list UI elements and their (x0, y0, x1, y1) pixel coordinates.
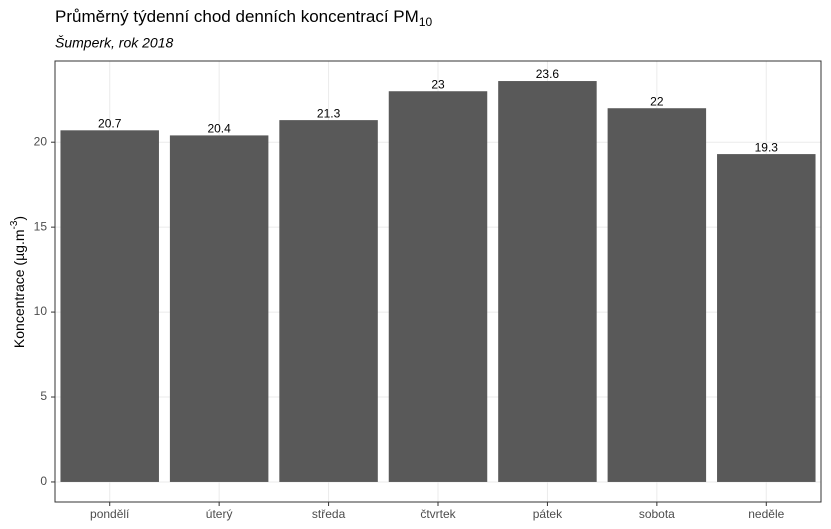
x-tick-label: čtvrtek (420, 507, 456, 521)
y-label-text: Koncentrace (µg.m (11, 230, 27, 349)
title-subscript: 10 (419, 15, 433, 29)
title-text: Průměrný týdenní chod denních koncentrac… (55, 7, 419, 26)
value-label: 20.7 (98, 116, 122, 130)
bar (717, 154, 816, 482)
y-tick-label: 20 (34, 134, 48, 148)
x-tick-label: středa (312, 507, 346, 521)
y-tick-label: 15 (34, 219, 48, 233)
panel-border (54, 60, 822, 503)
x-tick-label: úterý (206, 507, 233, 521)
y-tick-label: 5 (40, 389, 47, 403)
chart-title: Průměrný týdenní chod denních koncentrac… (55, 7, 432, 29)
y-axis-label: Koncentrace (µg.m-3) (9, 216, 27, 348)
bar (607, 108, 707, 482)
bar (279, 120, 378, 482)
value-label: 20.4 (207, 122, 231, 136)
y-tick-label: 0 (40, 474, 47, 488)
x-tick-label: pondělí (90, 507, 130, 521)
value-label: 21.3 (317, 106, 341, 120)
bar (388, 91, 488, 482)
bar (60, 130, 159, 482)
value-label: 22 (650, 94, 664, 108)
y-label-superscript: -3 (9, 220, 20, 229)
bar (498, 81, 597, 482)
x-tick-label: pátek (533, 507, 563, 521)
value-label: 23 (431, 77, 445, 91)
x-tick-label: neděle (748, 507, 784, 521)
bar (169, 135, 269, 482)
chart-subtitle: Šumperk, rok 2018 (55, 35, 173, 51)
value-label: 23.6 (536, 67, 560, 81)
y-label-suffix: ) (11, 216, 27, 221)
x-tick-label: sobota (639, 507, 675, 521)
y-tick-label: 10 (34, 304, 48, 318)
value-label: 19.3 (755, 140, 779, 154)
